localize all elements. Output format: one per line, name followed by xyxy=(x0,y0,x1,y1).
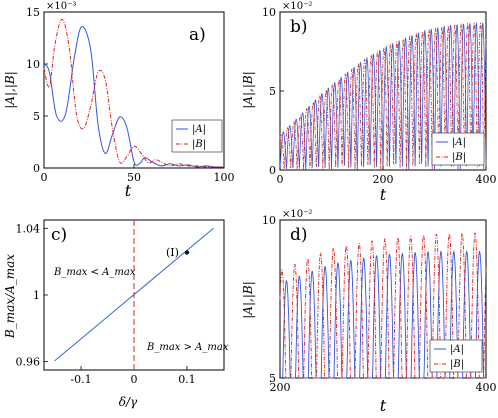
xtick-label: 400 xyxy=(476,381,497,394)
ytick-label: 5 xyxy=(33,110,40,123)
panel-d: 200 400 5 10 d) ×10⁻² t |A|,|B| |A| |B| xyxy=(241,209,497,415)
legend-a-entry-A: |A| xyxy=(192,124,206,135)
panel-d-xlabel: t xyxy=(380,396,387,415)
panel-b-ylabel: |A|,|B| xyxy=(241,71,255,108)
panel-b-legend: |A| |B| xyxy=(431,132,485,166)
ytick-label: 1 xyxy=(33,289,40,302)
ytick-label: 5 xyxy=(269,372,276,385)
xtick-label: 50 xyxy=(127,171,141,184)
panel-c-xlabel: δ/γ xyxy=(119,395,138,409)
legend-b-entry-B: |B| xyxy=(452,152,466,163)
panel-b-exponent: ×10⁻² xyxy=(282,1,312,12)
ytick-label: 0 xyxy=(269,164,276,177)
legend-d-entry-A: |A| xyxy=(450,344,464,355)
ytick-label: 10 xyxy=(26,58,40,71)
panel-b: 0 200 400 0 5 10 b) ×10⁻² t |A|,|B| |A| |B| xyxy=(241,1,497,204)
annotation-b-less-a: B_max < A_max xyxy=(53,267,136,278)
series-A-line xyxy=(280,250,486,379)
panel-a-exponent: ×10⁻³ xyxy=(46,1,76,12)
xtick-label: 0.1 xyxy=(178,373,196,386)
series-B-line xyxy=(279,232,487,379)
xtick-label: 200 xyxy=(373,173,394,186)
panel-b-xlabel: t xyxy=(380,185,387,204)
ytick-label: 5 xyxy=(269,85,276,98)
series-B-line xyxy=(43,18,224,168)
panel-d-exponent: ×10⁻² xyxy=(282,209,312,220)
panel-a-legend: |A| |B| xyxy=(171,119,223,153)
ytick-label: 15 xyxy=(26,6,40,19)
ytick-label: 10 xyxy=(262,6,276,19)
point-I xyxy=(184,250,190,255)
panel-b-label: b) xyxy=(290,17,308,37)
xtick-label: 0 xyxy=(277,173,284,186)
xtick-label: 100 xyxy=(214,171,235,184)
annotation-b-greater-a: B_max > A_max xyxy=(146,342,229,353)
ytick-label: 10 xyxy=(262,214,276,227)
panel-d-legend: |A| |B| xyxy=(429,339,483,373)
ytick-label: 1.04 xyxy=(16,222,41,235)
xtick-label: 0 xyxy=(131,373,138,386)
panel-d-ylabel: |A|,|B| xyxy=(241,281,255,318)
legend-b-entry-A: |A| xyxy=(452,137,466,148)
point-label: (I) xyxy=(166,246,179,259)
xtick-label: 0 xyxy=(41,171,48,184)
panel-a-label: a) xyxy=(189,25,206,45)
panel-c-label: c) xyxy=(51,225,67,245)
panel-c-ylabel: B_max/A_max xyxy=(3,254,17,339)
legend-d-entry-B: |B| xyxy=(450,359,464,370)
ytick-label: 0.96 xyxy=(16,356,41,369)
panel-a-ylabel: |A|,|B| xyxy=(3,71,17,108)
panel-c: -0.1 0 0.1 0.96 1 1.04 c) δ/γ B_max/A_max B_m… xyxy=(3,219,229,409)
xtick-label: -0.1 xyxy=(70,373,91,386)
panel-a-xlabel: t xyxy=(125,181,132,200)
xtick-label: 200 xyxy=(270,381,291,394)
xtick-label: 400 xyxy=(476,173,497,186)
series-A-line xyxy=(43,26,225,168)
panel-d-label: d) xyxy=(290,225,308,245)
legend-a-entry-B: |B| xyxy=(192,139,206,150)
ytick-label: 0 xyxy=(33,162,40,175)
panel-a: 0 50 100 0 5 10 15 a) ×10⁻³ t |A|,|B| |A| |B| xyxy=(3,1,235,200)
